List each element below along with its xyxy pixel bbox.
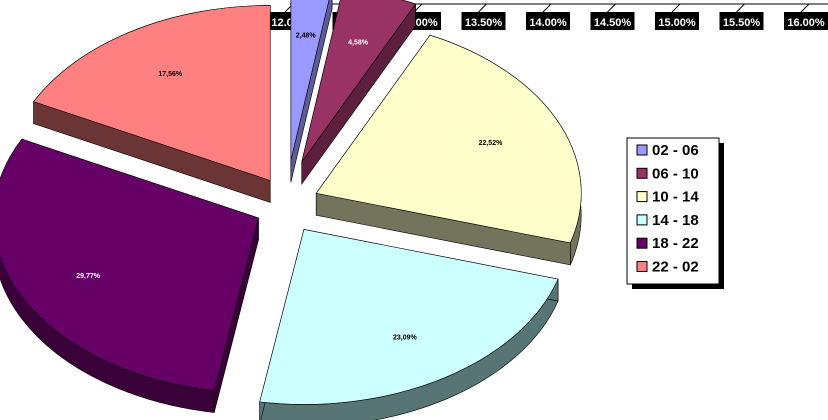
axis-tick-label: 16.00% [787, 17, 825, 29]
axis-tick-label: 14.50% [594, 17, 632, 29]
legend-item: 10 - 14 [636, 189, 699, 206]
axis-tick-label: 14.00% [529, 17, 567, 29]
pie-slice-22-02: 17,56% [33, 5, 271, 203]
axis-tick [542, 3, 552, 13]
axis-tick [607, 3, 616, 13]
pie-slice-top [259, 229, 559, 405]
data-label: 2,48% [296, 33, 317, 40]
legend-swatch [636, 144, 648, 156]
axis-tick [736, 3, 745, 13]
pie-slice-top [315, 34, 582, 244]
axis-tick-label: 15.00% [658, 17, 696, 29]
legend-label: 14 - 18 [652, 212, 699, 229]
axis-tick [800, 3, 810, 13]
axis-tick-label-bg [784, 12, 828, 30]
legend: 02 - 06 06 - 10 10 - 14 14 - 18 18 - 22 22 - … [626, 137, 724, 289]
axis-tick [671, 3, 681, 13]
pie-slice-top [290, 0, 330, 161]
axis-tick [478, 3, 487, 13]
data-label: 17,56% [158, 71, 183, 78]
pie-slice-18-22: 29,77% [0, 138, 259, 413]
legend-label: 18 - 22 [652, 235, 699, 252]
legend-box [626, 137, 720, 285]
axis-tick-label: 15.50% [723, 17, 761, 29]
legend-item: 06 - 10 [636, 165, 699, 182]
legend-label: 22 - 02 [652, 259, 699, 276]
data-label: 23,09% [393, 334, 418, 341]
legend-swatch [636, 261, 648, 272]
axis-tick-label-bg [655, 12, 699, 30]
axis-tick-label-bg [719, 12, 764, 30]
legend-swatch [636, 191, 648, 203]
data-label: 22,52% [479, 140, 504, 147]
legend-item: 02 - 06 [636, 142, 699, 159]
pie-slice-02-06: 2,48% [290, 0, 333, 183]
legend-item: 22 - 02 [636, 259, 699, 276]
pie-slice-top [301, 0, 416, 163]
pie-slice-top [33, 5, 271, 181]
legend-label: 02 - 06 [652, 142, 699, 159]
legend-label: 10 - 14 [652, 189, 699, 206]
axis-tick-label-bg [526, 12, 570, 30]
pie-slice-top [0, 138, 259, 391]
axis-tick-label-bg [590, 12, 635, 30]
legend-item: 14 - 18 [636, 212, 699, 229]
data-label: 29,77% [76, 273, 101, 280]
legend-item: 18 - 22 [636, 235, 699, 252]
legend-swatch [636, 214, 648, 226]
data-label: 4,58% [348, 40, 369, 47]
pie-slice-10-14: 22,52% [315, 34, 582, 266]
legend-swatch [636, 167, 648, 179]
pie: 2,48% 4,58% 17,56% 22,52% 29,77% 23,09% [0, 0, 582, 420]
axis-tick-label-bg [461, 12, 506, 30]
axis-tick-label: 13.50% [465, 17, 503, 29]
legend-swatch [636, 237, 648, 249]
pie-slice-06-10: 4,58% [301, 0, 416, 185]
pie-slice-14-18: 23,09% [259, 229, 559, 420]
legend-label: 06 - 10 [652, 165, 699, 182]
